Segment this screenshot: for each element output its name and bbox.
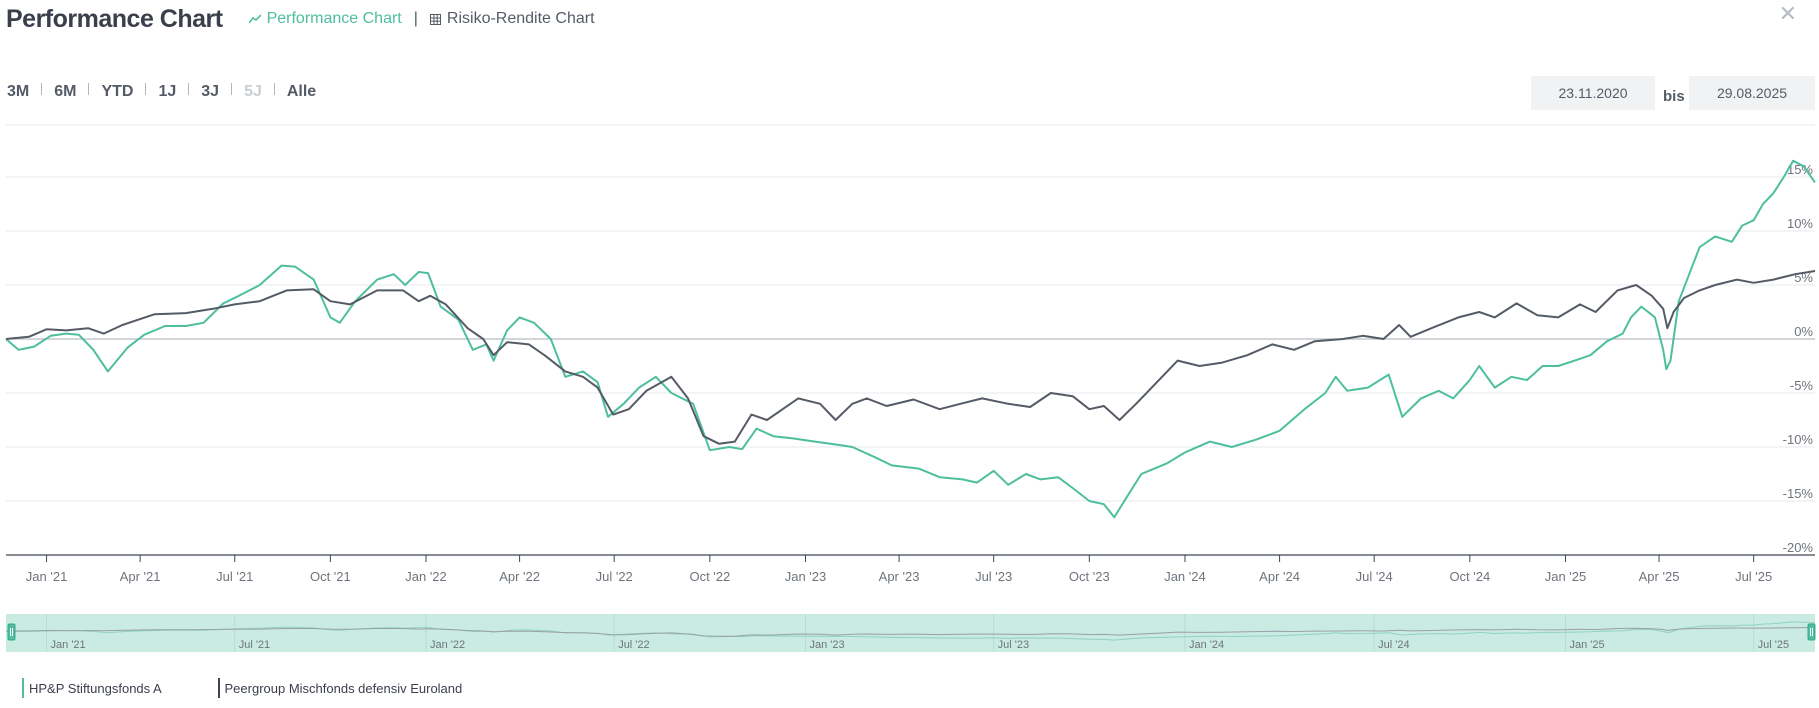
range-button-alle[interactable]: Alle [286,83,317,100]
x-tick-label: Apr '25 [1639,569,1680,584]
navigator-series-line [5,627,1816,637]
performance-chart: 15%10%5%0%-5%-10%-15%-20% Jan '21 Apr '21… [5,124,1816,652]
y-tick-label: 10% [1787,216,1813,231]
legend-label: HP&P Stiftungsfonds A [29,680,162,696]
x-tick-label: Oct '21 [310,569,351,584]
x-tick-label: Jan '25 [1545,569,1587,584]
navigator-series-line [5,621,1816,641]
navigator-tick-label: Jul '21 [239,639,270,651]
range-button-ytd[interactable]: YTD [101,83,134,100]
navigator-tick-label: Jul '25 [1758,639,1789,651]
tab-risiko-rendite-chart[interactable]: Risiko-Rendite Chart [429,10,595,28]
date-separator-label: bis [1663,88,1685,105]
y-tick-label: 0% [1794,324,1813,339]
navigator-tick-label: Jan '23 [809,639,844,651]
range-divider [41,83,43,95]
y-tick-label: -5% [1790,378,1814,393]
date-to-input[interactable]: 29.08.2025 [1689,76,1815,110]
tab-performance-chart[interactable]: Performance Chart [248,10,402,28]
grid-icon [429,13,441,25]
x-tick-label: Jan '21 [26,569,68,584]
x-tick-label: Apr '21 [120,569,161,584]
navigator-handle-right[interactable] [1807,623,1816,641]
x-tick-label: Oct '22 [689,569,730,584]
navigator-tick-label: Jul '22 [618,639,649,651]
navigator-tick-label: Jul '24 [1378,639,1409,651]
y-tick-label: 15% [1787,162,1813,177]
range-button-3m[interactable]: 3M [7,83,30,100]
range-button-3j[interactable]: 3J [201,83,220,100]
x-tick-label: Apr '22 [499,569,540,584]
x-tick-label: Jul '23 [975,569,1012,584]
legend-item-fund[interactable]: HP&P Stiftungsfonds A [22,678,162,698]
x-tick-label: Jul '24 [1356,569,1393,584]
range-selector: 3M 6M YTD 1J 3J 5J Alle [7,83,316,101]
navigator-selection[interactable] [6,614,1815,652]
x-tick-label: Oct '23 [1069,569,1110,584]
legend-color-swatch [218,678,220,698]
legend-color-swatch [22,678,24,698]
range-divider [88,83,90,95]
chart-tabs: Performance Chart | Risiko-Rendite Chart [248,10,595,28]
x-tick-label: Oct '24 [1449,569,1490,584]
navigator-tick-label: Jan '24 [1189,639,1224,651]
tab-label: Risiko-Rendite Chart [446,10,595,27]
navigator-tick-label: Jan '21 [51,639,86,651]
navigator-tick-label: Jan '25 [1569,639,1604,651]
page-title: Performance Chart [6,4,223,33]
series-line-fund[interactable] [5,159,1816,519]
range-divider [188,83,190,95]
range-button-1j[interactable]: 1J [158,83,177,100]
x-tick-label: Jul '25 [1735,569,1772,584]
navigator-tick-label: Jul '23 [998,639,1029,651]
navigator-tick-label: Jan '22 [430,639,465,651]
range-button-6m[interactable]: 6M [54,83,77,100]
y-tick-label: -20% [1783,540,1814,555]
x-tick-label: Jul '21 [216,569,253,584]
legend-item-peergroup[interactable]: Peergroup Mischfonds defensiv Euroland [218,678,462,698]
header: Performance Chart Performance Chart | Ri… [6,2,595,36]
close-icon[interactable]: ✕ [1778,1,1797,26]
series-line-peergroup[interactable] [5,270,1816,445]
y-tick-label: -10% [1783,432,1814,447]
trend-line-icon [248,14,261,24]
range-divider [273,83,275,95]
x-tick-label: Jan '23 [785,569,827,584]
range-button-5j: 5J [244,83,262,100]
x-tick-label: Jan '22 [405,569,447,584]
x-tick-label: Apr '23 [879,569,920,584]
date-from-input[interactable]: 23.11.2020 [1531,76,1655,110]
x-tick-label: Jan '24 [1164,569,1206,584]
x-tick-label: Apr '24 [1259,569,1300,584]
tab-separator: | [413,10,418,27]
x-tick-label: Jul '22 [596,569,633,584]
range-divider [145,83,147,95]
legend-label: Peergroup Mischfonds defensiv Euroland [224,680,463,696]
tab-label: Performance Chart [266,10,402,27]
range-divider [231,83,233,95]
y-tick-label: -15% [1783,486,1814,501]
navigator-handle-left[interactable] [7,623,16,641]
